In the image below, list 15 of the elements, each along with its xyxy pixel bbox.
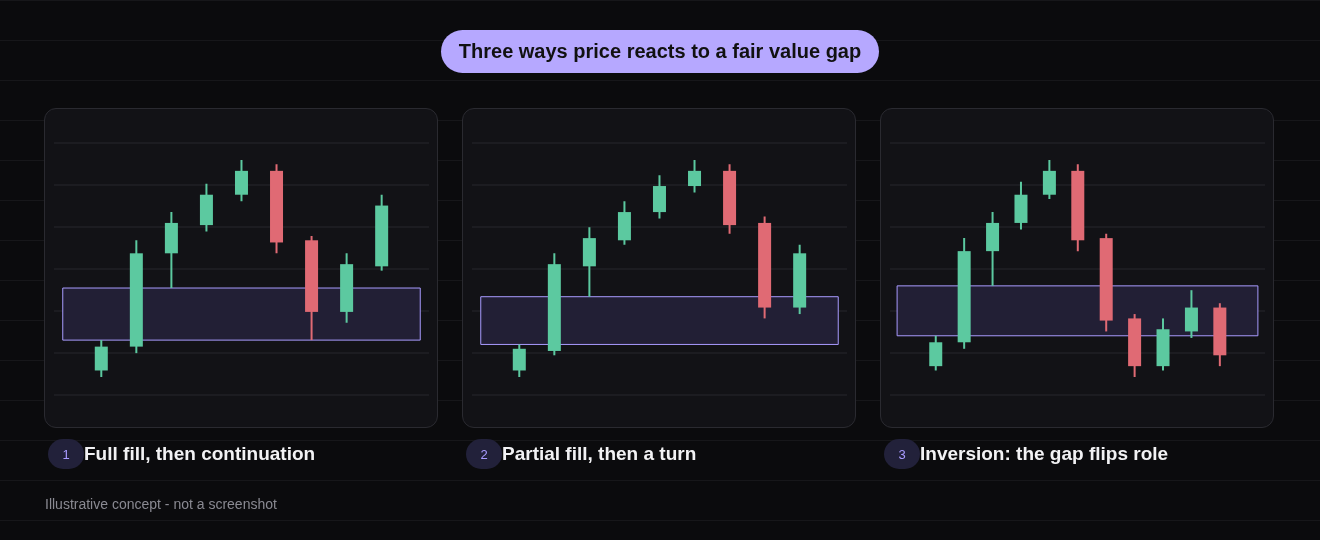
- candlestick: [94, 339, 108, 377]
- candlestick: [1042, 160, 1056, 201]
- text: 2: [466, 439, 502, 469]
- text: 1: [48, 439, 84, 469]
- text: 3: [884, 439, 920, 469]
- candlestick: [929, 334, 943, 372]
- candlestick: [234, 160, 248, 203]
- text: Illustrative concept - not a screenshot: [45, 496, 277, 512]
- candlestick: [688, 160, 702, 194]
- candlestick: [512, 343, 526, 377]
- text: Full fill, then continuation: [84, 443, 316, 465]
- text: Partial fill, then a turn: [502, 443, 697, 465]
- candlestick: [1184, 289, 1198, 339]
- text: Inversion: the gap flips role: [920, 443, 1169, 465]
- text: Three ways price reacts to a fair value gap: [440, 30, 880, 73]
